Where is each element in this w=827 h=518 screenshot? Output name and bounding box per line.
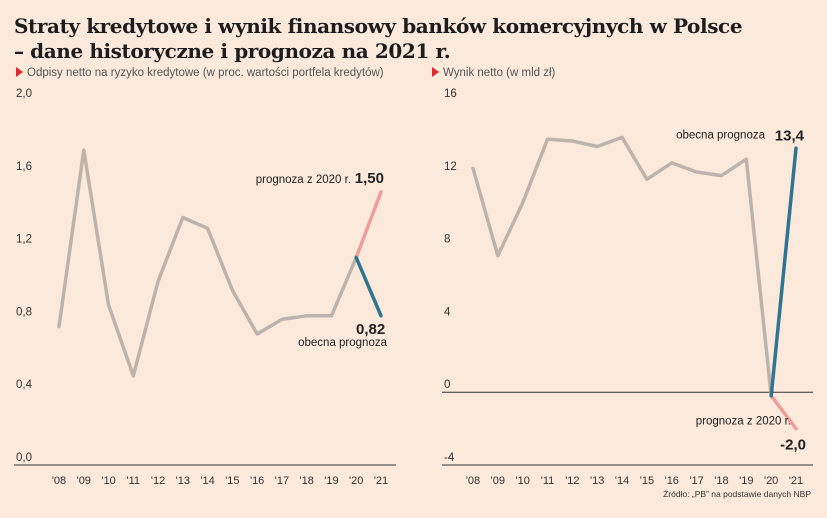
right-annotation-forecast-2020-label: prognoza z 2020 r.: [696, 416, 791, 428]
left-x-tick-label: '21: [374, 475, 388, 487]
right-series-history: [471, 135, 773, 398]
red-triangle-icon: [432, 67, 439, 77]
left-annotation-forecast-2020-value: 1,50: [355, 170, 384, 187]
right-annotation-current-forecast-value: 13,4: [775, 127, 805, 144]
left-x-tick-label: '18: [300, 475, 314, 487]
source-note: Źródło: „PB” na podstawie danych NBP: [663, 489, 811, 499]
right-y-tick-label: 4: [444, 306, 451, 318]
right-annotation-current-forecast-label: obecna prognoza: [676, 129, 765, 141]
left-x-tick-label: '13: [176, 475, 190, 487]
right-x-tick-label: '12: [565, 475, 579, 487]
left-x-tick-label: '16: [250, 475, 264, 487]
left-annotation-forecast-2020-label: prognoza z 2020 r.: [256, 174, 351, 186]
right-y-tick-label: 12: [444, 161, 457, 173]
right-x-tick-label: '20: [764, 475, 778, 487]
right-series-forecast-2020: [769, 394, 798, 431]
right-chart-subtitle-text: Wynik netto (w mld zł): [443, 67, 556, 79]
left-x-tick-label: '14: [200, 475, 214, 487]
left-y-tick-label: 0,0: [16, 452, 32, 464]
right-x-tick-label: '08: [466, 475, 480, 487]
left-x-tick-label: '15: [225, 475, 239, 487]
left-chart-subtitle-text: Odpisy netto na ryzyko kredytowe (w proc…: [27, 67, 384, 79]
left-x-tick-label: '17: [275, 475, 289, 487]
left-x-tick-label: '12: [151, 475, 165, 487]
left-series-forecast-2020: [354, 190, 383, 260]
right-x-tick-label: '13: [590, 475, 604, 487]
left-series-history: [57, 148, 358, 378]
left-x-tick-label: '20: [349, 475, 363, 487]
right-series-current-forecast: [769, 146, 798, 398]
right-x-tick-label: '14: [615, 475, 629, 487]
left-annotation-current-forecast-label: obecna prognoza: [298, 337, 387, 349]
left-y-tick-label: 1,6: [16, 161, 32, 173]
right-x-tick-label: '16: [665, 475, 679, 487]
right-annotation-forecast-2020-value: -2,0: [780, 437, 806, 454]
left-annotation-current-forecast-value: 0,82: [356, 321, 385, 338]
left-x-tick-label: '19: [324, 475, 338, 487]
left-y-tick-label: 0,4: [16, 379, 33, 391]
left-series-current-forecast: [354, 255, 383, 318]
left-x-tick-label: '11: [127, 475, 141, 487]
right-chart-subtitle: Wynik netto (w mld zł): [432, 67, 555, 79]
right-x-tick-label: '15: [640, 475, 654, 487]
right-x-tick-label: '17: [689, 475, 703, 487]
right-y-tick-label: 0: [444, 379, 450, 391]
chart-title: Straty kredytowe i wynik finansowy bankó…: [14, 14, 814, 64]
left-y-tick-label: 1,2: [16, 234, 32, 246]
left-y-tick-label: 0,8: [16, 306, 32, 318]
right-x-tick-label: '09: [491, 475, 505, 487]
chart-title-line-2: – dane historyczne i prognoza na 2021 r.: [14, 39, 451, 63]
left-y-tick-label: 2,0: [16, 88, 32, 100]
left-chart-subtitle: Odpisy netto na ryzyko kredytowe (w proc…: [16, 67, 384, 79]
chart-title-line-1: Straty kredytowe i wynik finansowy bankó…: [14, 14, 743, 38]
red-triangle-icon: [16, 67, 23, 77]
right-y-tick-label: -4: [444, 452, 455, 464]
right-x-tick-label: '10: [516, 475, 530, 487]
right-x-tick-label: '18: [714, 475, 728, 487]
left-x-tick-label: '10: [101, 475, 115, 487]
right-y-tick-label: 16: [444, 88, 457, 100]
right-x-tick-label: '21: [789, 475, 803, 487]
left-x-tick-label: '08: [52, 475, 66, 487]
right-x-tick-label: '19: [739, 475, 753, 487]
right-y-tick-label: 8: [444, 234, 450, 246]
left-x-tick-label: '09: [77, 475, 91, 487]
right-x-tick-label: '11: [541, 475, 555, 487]
